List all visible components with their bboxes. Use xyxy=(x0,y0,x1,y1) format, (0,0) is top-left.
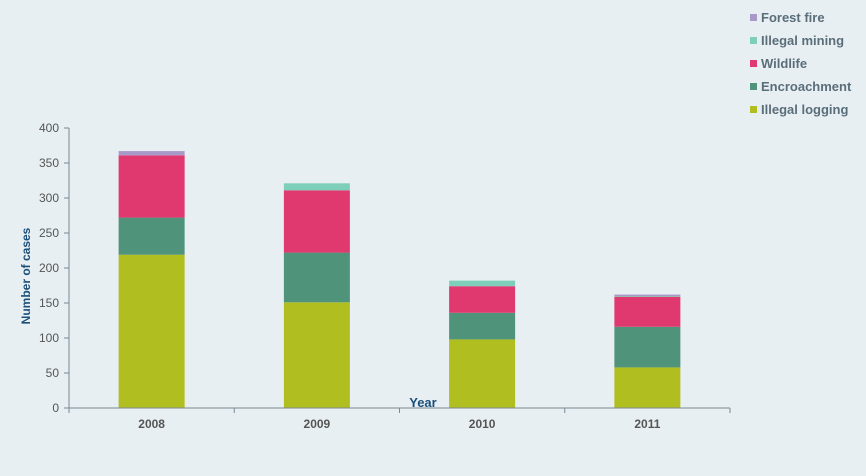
bar-2008-illegal-logging xyxy=(118,254,185,408)
bars-layer xyxy=(118,151,681,408)
bar-2009-illegal-mining xyxy=(283,183,350,191)
legend-swatch-illegal-logging xyxy=(750,106,757,113)
bar-2010-encroachment xyxy=(449,312,516,340)
bar-2011-illegal-logging xyxy=(614,367,681,408)
legend-swatch-encroachment xyxy=(750,83,757,90)
bar-2008-encroachment xyxy=(118,217,185,255)
bar-2011-encroachment xyxy=(614,326,681,368)
x-tick-label: 2009 xyxy=(304,417,331,431)
bar-2008-wildlife xyxy=(118,155,185,218)
legend-swatch-forest-fire xyxy=(750,14,757,21)
legend-label-illegal-logging: Illegal logging xyxy=(761,102,848,117)
bar-2009-encroachment xyxy=(283,252,350,303)
y-tick-label: 100 xyxy=(39,331,59,345)
bar-2009-illegal-logging xyxy=(283,302,350,408)
bar-2011-forest-fire xyxy=(614,294,681,296)
legend-label-forest-fire: Forest fire xyxy=(761,10,825,25)
y-tick-label: 300 xyxy=(39,191,59,205)
legend-label-encroachment: Encroachment xyxy=(761,79,852,94)
legend-swatch-illegal-mining xyxy=(750,37,757,44)
y-tick-label: 50 xyxy=(46,366,60,380)
y-tick-label: 250 xyxy=(39,226,59,240)
x-tick-label: 2008 xyxy=(138,417,165,431)
y-tick-label: 0 xyxy=(52,401,59,415)
legend-swatch-wildlife xyxy=(750,60,757,67)
x-tick-label: 2010 xyxy=(469,417,496,431)
bar-2010-wildlife xyxy=(449,286,516,313)
y-axis-title: Number of cases xyxy=(19,227,33,324)
x-axis-title: Year xyxy=(409,395,436,410)
bar-2011-wildlife xyxy=(614,296,681,327)
bar-2010-illegal-mining xyxy=(449,280,516,287)
y-tick-label: 350 xyxy=(39,156,59,170)
y-tick-label: 150 xyxy=(39,296,59,310)
y-tick-label: 200 xyxy=(39,261,59,275)
bar-2011-illegal-mining xyxy=(614,296,681,297)
y-tick-label: 400 xyxy=(39,121,59,135)
legend: Forest fire Illegal mining Wildlife Encroac… xyxy=(750,10,852,117)
bar-2010-illegal-logging xyxy=(449,339,516,408)
bar-2009-wildlife xyxy=(283,190,350,253)
legend-label-wildlife: Wildlife xyxy=(761,56,807,71)
x-tick-label: 2011 xyxy=(634,417,660,431)
legend-label-illegal-mining: Illegal mining xyxy=(761,33,844,48)
axes-layer: 0 50 100 150 200 250 300 350 400 2008 2009 2010 2011… xyxy=(19,121,731,431)
bar-2008-forest-fire xyxy=(118,151,185,156)
